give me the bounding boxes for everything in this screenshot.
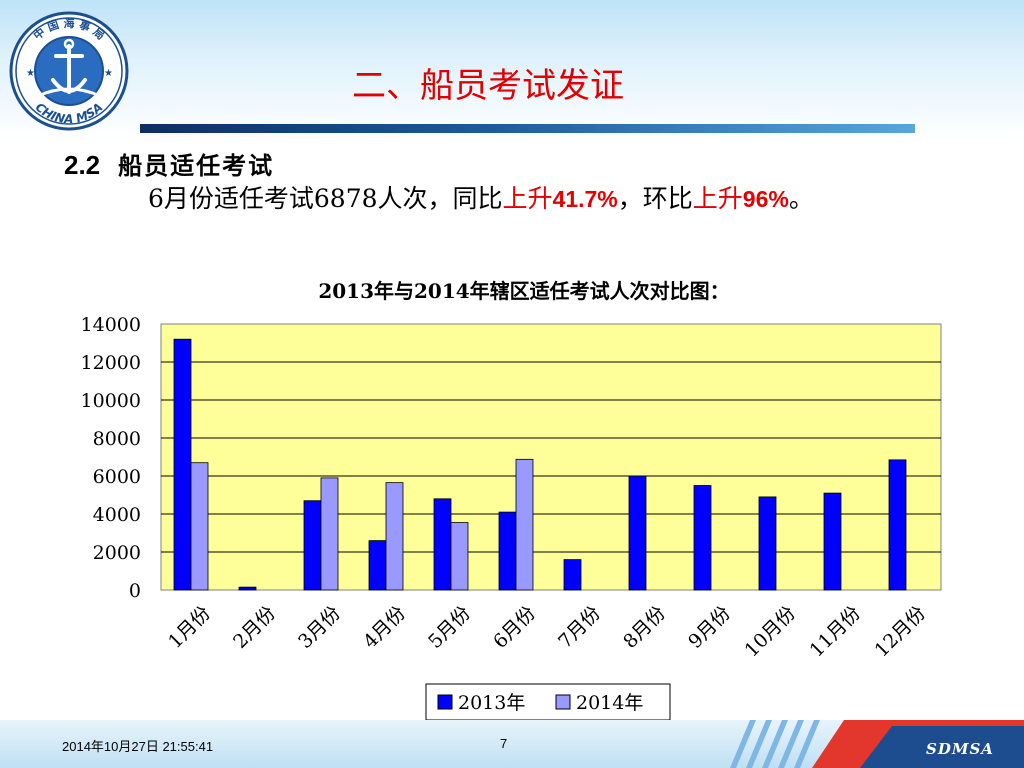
summary-paragraph: 6月份适任考试6878人次，同比上升41.7%，环比上升96%。 [64,178,924,220]
x-tick-label: 2月份 [229,602,280,653]
section-number: 2.2 [64,150,101,180]
y-tick-label: 4000 [93,504,141,526]
y-tick-label: 0 [129,580,141,602]
x-tick-label: 10月份 [741,602,801,662]
bar-2013-11 [823,492,842,591]
slide-header [0,0,1024,140]
x-tick-label: 6月份 [489,602,540,653]
x-tick-label: 8月份 [619,602,670,653]
bar-2013-1 [173,338,192,591]
summary-text: 6月份适任考试6878人次，同比 [148,184,503,213]
bar-2014-3 [320,477,339,591]
bar-2013-12 [888,459,907,591]
y-axis-ticks: 0 2000 4000 6000 8000 10000 12000 14000 [81,314,141,602]
plot-area [160,323,942,591]
bars-group [173,338,907,591]
footer-datetime: 2014年10月27日 21:55:41 [62,739,214,754]
summary-text: 。 [788,184,814,213]
footer-decoration [730,720,1024,768]
bar-2014-5 [450,522,469,591]
bar-2013-4 [368,540,387,591]
bar-2013-2 [238,586,257,591]
x-tick-label: 1月份 [164,602,215,653]
bar-2013-8 [628,475,647,591]
chart-legend: 2013年 2014年 [425,683,671,721]
section-heading: 2.2 船员适任考试 [64,146,274,182]
x-tick-label: 11月份 [806,602,866,662]
bar-2013-5 [433,498,452,591]
y-tick-label: 10000 [81,390,141,412]
exam-comparison-chart: 2013年与2014年辖区适任考试人次对比图： 0 2000 4000 6000 800… [81,279,942,721]
x-tick-label: 5月份 [424,602,475,653]
legend-label-2014: 2014年 [576,692,643,714]
bar-2013-3 [303,500,322,591]
x-tick-label: 3月份 [294,602,345,653]
mom-percent: 96% [742,186,789,212]
chart-title: 2013年与2014年辖区适任考试人次对比图： [318,279,729,303]
y-tick-label: 8000 [93,428,141,450]
yoy-label: 上升 [502,184,553,213]
y-tick-label: 12000 [81,352,141,374]
legend-swatch-2014 [555,694,571,710]
slide-title: 二、船员考试发证 [352,66,624,106]
x-axis-ticks: 1月份 2月份 3月份 4月份 5月份 6月份 7月份 8月份 9月份 10月份 11月份 12月份 [164,602,930,662]
mom-label: 上升 [692,184,743,213]
legend-box [425,683,671,721]
section-title: 船员适任考试 [118,151,275,180]
y-tick-label: 6000 [93,466,141,488]
y-tick-label: 14000 [81,314,141,336]
summary-text: ，环比 [617,184,693,213]
brand-label: SDMSA [926,740,994,758]
bar-2013-7 [563,559,582,591]
bar-2014-6 [515,458,534,591]
bar-2014-1 [190,462,209,591]
bar-2013-10 [758,496,777,591]
bar-2013-6 [498,511,517,591]
y-tick-label: 2000 [93,542,141,564]
bar-2014-4 [385,482,404,591]
header-band [140,124,915,133]
star-icon: ★ [104,68,113,79]
grid-lines [161,361,941,553]
star-icon: ★ [26,68,35,79]
bar-2013-9 [693,485,712,591]
china-msa-logo: 中 国 海 事 局 CHINA MSA ★ ★ [9,11,129,131]
x-tick-label: 7月份 [554,602,605,653]
x-tick-label: 12月份 [871,602,931,662]
x-tick-label: 4月份 [359,602,410,653]
x-tick-label: 9月份 [684,602,735,653]
page-number: 7 [500,736,508,751]
legend-swatch-2013 [437,694,453,710]
yoy-percent: 41.7% [552,186,618,212]
legend-label-2013: 2013年 [458,692,525,714]
